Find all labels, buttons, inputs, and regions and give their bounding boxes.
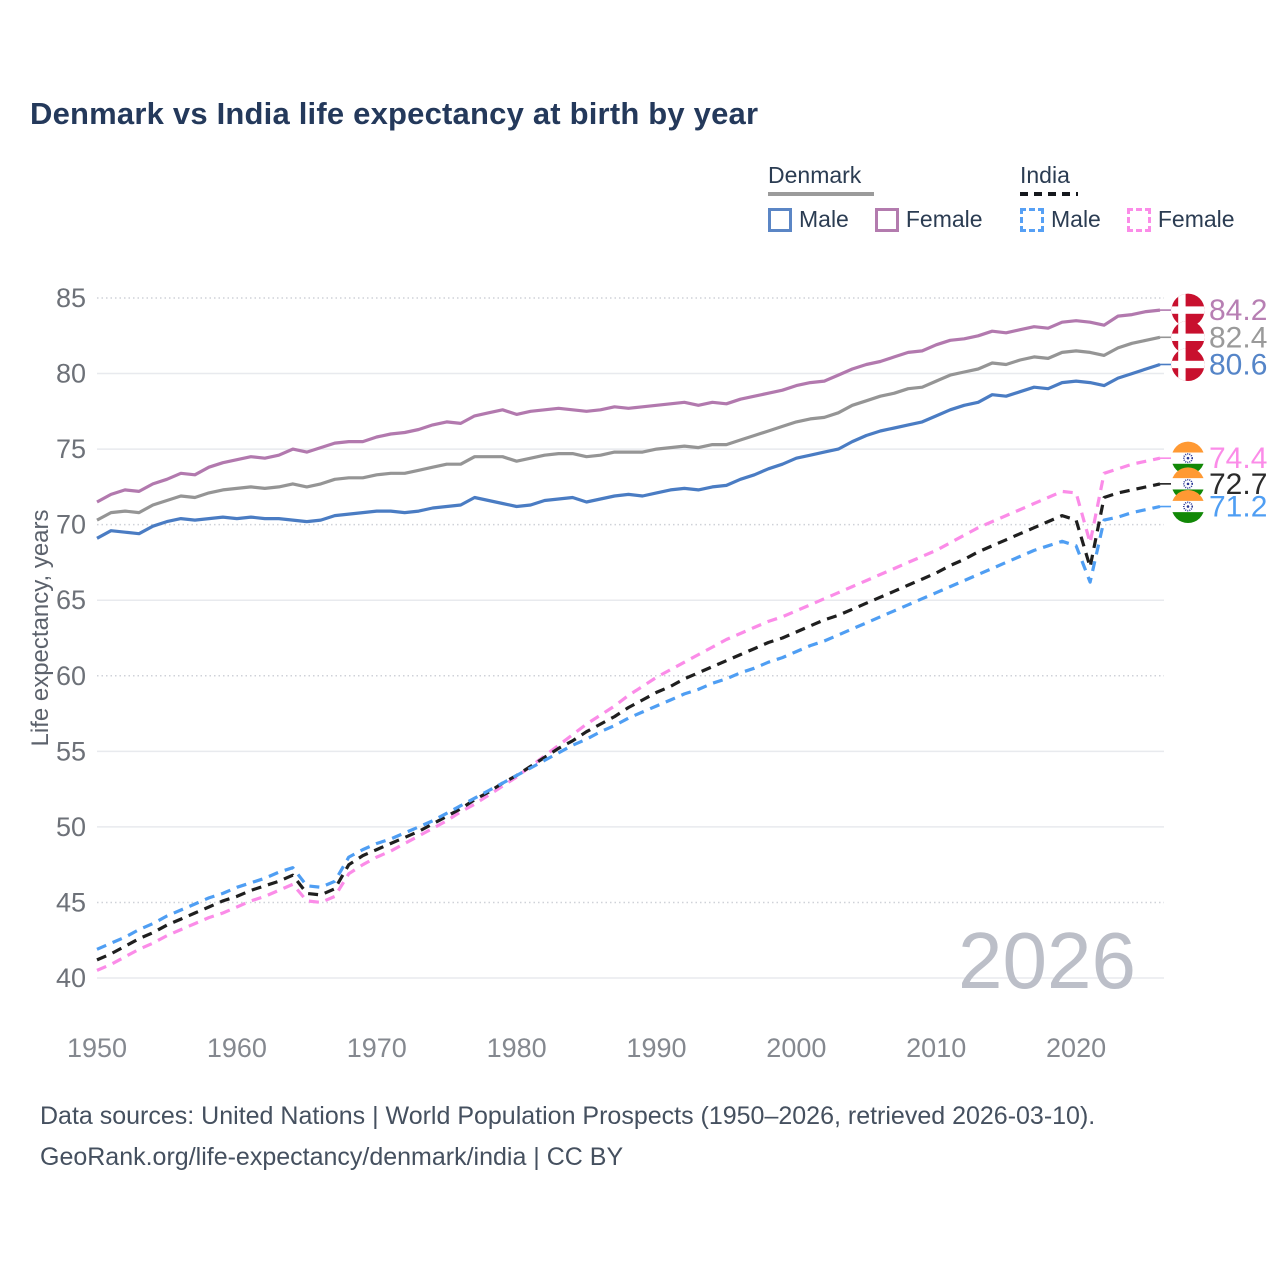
line-india-female[interactable] (96, 456, 1161, 972)
end-value-label-denmark-male: 80.6 (1209, 348, 1267, 381)
footer-line-2[interactable]: GeoRank.org/life-expectancy/denmark/indi… (40, 1143, 624, 1171)
data-source-footer: Data sources: United Nations | World Pop… (40, 1096, 1095, 1178)
line-india-total[interactable] (96, 482, 1161, 962)
end-value-label-denmark-female: 84.2 (1209, 294, 1267, 327)
y-tick-65: 65 (56, 585, 86, 615)
watermark-year: 2026 (958, 916, 1136, 1005)
legend-item-denmark-male[interactable]: Male (768, 206, 849, 233)
legend-item-label: Male (799, 206, 849, 232)
end-value-label-india-female: 74.4 (1209, 442, 1267, 475)
x-tick-1980: 1980 (487, 1033, 547, 1063)
y-tick-40: 40 (56, 963, 86, 993)
y-tick-85: 85 (56, 283, 86, 313)
x-tick-1950: 1950 (67, 1033, 127, 1063)
y-axis-title: Life expectancy, years (27, 509, 54, 746)
y-tick-50: 50 (56, 812, 86, 842)
end-value-label-india-male: 71.2 (1209, 491, 1267, 524)
line-india-male[interactable] (96, 504, 1161, 951)
india-female-swatch-icon (1126, 207, 1151, 232)
y-tick-70: 70 (56, 510, 86, 540)
india-male-swatch-icon (1020, 207, 1044, 232)
legend-item-label: Female (905, 206, 983, 232)
y-tick-55: 55 (56, 736, 86, 766)
legend-item-label: Female (1157, 206, 1235, 232)
denmark-female-swatch-icon (874, 207, 899, 232)
x-tick-2000: 2000 (766, 1033, 826, 1063)
legend-item-india-male[interactable]: Male (1020, 206, 1101, 233)
x-tick-2020: 2020 (1046, 1033, 1106, 1063)
footer-line-1: Data sources: United Nations | World Pop… (40, 1102, 1096, 1130)
legend-group-denmark: Denmark Male Female (768, 162, 983, 233)
page-title: Denmark vs India life expectancy at birt… (30, 96, 759, 131)
x-tick-2010: 2010 (906, 1033, 966, 1063)
line-denmark-male[interactable] (96, 362, 1161, 540)
legend-denmark-label: Denmark (768, 162, 862, 188)
line-denmark-female[interactable] (96, 308, 1161, 504)
legend-denmark-underline (768, 192, 874, 196)
legend-group-india: India Male Female (1020, 162, 1235, 233)
y-tick-80: 80 (56, 359, 86, 389)
india-flag-icon (1171, 490, 1205, 524)
legend-india-label: India (1020, 162, 1070, 188)
x-tick-1960: 1960 (207, 1033, 267, 1063)
legend-item-india-female[interactable]: Female (1126, 206, 1235, 233)
line-denmark-total[interactable] (96, 335, 1161, 522)
x-tick-1990: 1990 (626, 1033, 686, 1063)
end-value-label-india-total: 72.7 (1209, 468, 1267, 501)
y-tick-45: 45 (56, 887, 86, 917)
legend-item-denmark-female[interactable]: Female (874, 206, 983, 233)
end-value-label-denmark-total: 82.4 (1209, 321, 1267, 354)
y-tick-75: 75 (56, 434, 86, 464)
legend-item-label: Male (1051, 206, 1101, 232)
legend-india-underline (1020, 192, 1078, 196)
x-tick-1970: 1970 (347, 1033, 407, 1063)
denmark-flag-icon (1171, 347, 1205, 381)
y-tick-60: 60 (56, 661, 86, 691)
denmark-male-swatch-icon (768, 207, 792, 232)
